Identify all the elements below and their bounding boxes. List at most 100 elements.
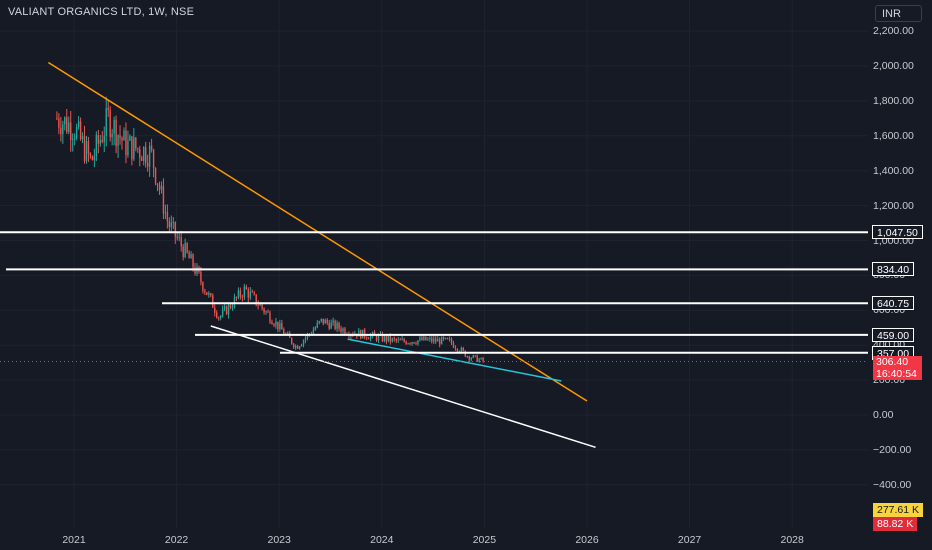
candle-body — [68, 122, 70, 133]
candle-body — [71, 138, 74, 140]
price-tick-label: 2,200.00 — [873, 25, 914, 38]
candle-body — [269, 312, 271, 323]
candle-body — [399, 339, 401, 341]
candle-body — [401, 339, 403, 341]
candle-body — [170, 222, 173, 228]
candle-body — [318, 321, 321, 323]
candle-body — [316, 322, 319, 328]
candle-body — [314, 327, 317, 330]
candle-body — [340, 328, 342, 332]
candle-body — [324, 319, 326, 324]
candle-body — [241, 296, 244, 298]
candle-body — [107, 108, 109, 111]
candle-body — [251, 291, 253, 293]
candle-body — [113, 119, 115, 134]
candle-body — [429, 337, 431, 340]
candle-body — [263, 308, 265, 313]
candle-body — [419, 337, 421, 341]
candle-body — [257, 304, 259, 306]
candle-body — [444, 337, 447, 339]
candle-body — [204, 290, 206, 293]
candle-body — [296, 345, 299, 349]
candle-body — [127, 140, 129, 156]
level-label: 640.75 — [872, 296, 915, 311]
candle-body — [148, 145, 151, 167]
candle-body — [391, 338, 394, 342]
candle-body — [174, 221, 176, 237]
time-tick-label: 2023 — [267, 534, 291, 546]
candle-body — [253, 292, 255, 295]
candle-body — [221, 309, 224, 316]
candle-body — [275, 321, 277, 326]
candle-body — [200, 271, 202, 283]
candle-body — [97, 134, 100, 144]
candle-body — [103, 135, 105, 142]
candle-body — [367, 338, 370, 340]
candle-body — [336, 322, 338, 329]
candle-body — [393, 338, 395, 340]
candle-body — [172, 221, 175, 223]
candle-body — [186, 243, 188, 253]
candle-body — [150, 145, 153, 150]
candle-body — [476, 355, 478, 362]
candle-body — [245, 286, 248, 290]
candle-body — [115, 119, 117, 147]
candle-body — [383, 336, 386, 342]
candle-body — [438, 339, 441, 345]
candle-body — [168, 221, 171, 228]
candle-body — [287, 333, 289, 334]
volume-badge-2: 88.82 K — [873, 517, 918, 531]
price-tick-label: 1,800.00 — [873, 94, 914, 107]
candle-body — [450, 338, 453, 344]
candle-body — [261, 304, 263, 309]
candle-body — [239, 290, 242, 297]
candle-body — [176, 236, 178, 238]
candle-body — [294, 345, 297, 348]
candle-body — [247, 289, 249, 298]
candle-body — [427, 339, 429, 341]
candle-body — [62, 124, 64, 135]
candle-body — [160, 186, 163, 190]
last-price-value: 306.40 — [876, 356, 909, 368]
candle-body — [190, 254, 192, 259]
candle-body — [452, 343, 455, 348]
candle-body — [77, 121, 80, 128]
time-tick-label: 2022 — [164, 534, 189, 546]
candle-body — [267, 311, 269, 313]
time-tick-label: 2028 — [780, 534, 804, 546]
candle-body — [462, 347, 465, 351]
candle-body — [273, 324, 275, 326]
candle-body — [338, 322, 340, 329]
candle-body — [202, 282, 204, 291]
candle-body — [229, 304, 232, 308]
candle-body — [454, 347, 457, 349]
candle-body — [304, 337, 307, 341]
trendline-white — [210, 325, 596, 448]
candle-body — [89, 153, 92, 157]
candle-body — [73, 138, 76, 140]
candle-body — [249, 291, 251, 298]
level-label: 834.40 — [872, 262, 915, 277]
candle-body — [231, 307, 234, 309]
candle-body — [233, 297, 236, 308]
candle-body — [468, 356, 470, 360]
price-tick-label: 2,000.00 — [873, 60, 914, 72]
candle-body — [156, 183, 159, 186]
candle-body — [405, 341, 407, 345]
candle-body — [206, 292, 208, 295]
candle-body — [446, 337, 449, 340]
currency-button[interactable]: INR — [875, 5, 922, 22]
candle-body — [121, 137, 123, 141]
candle-body — [237, 290, 240, 298]
candle-body — [143, 147, 145, 161]
candle-body — [425, 336, 427, 341]
candle-body — [279, 323, 281, 329]
candle-body — [216, 312, 218, 318]
last-price-badge: 306.40 16:40:54 — [873, 356, 922, 380]
candle-body — [111, 133, 113, 138]
candle-body — [433, 338, 435, 342]
candle-body — [470, 357, 472, 360]
price-tick-label: 1,600.00 — [873, 129, 914, 142]
